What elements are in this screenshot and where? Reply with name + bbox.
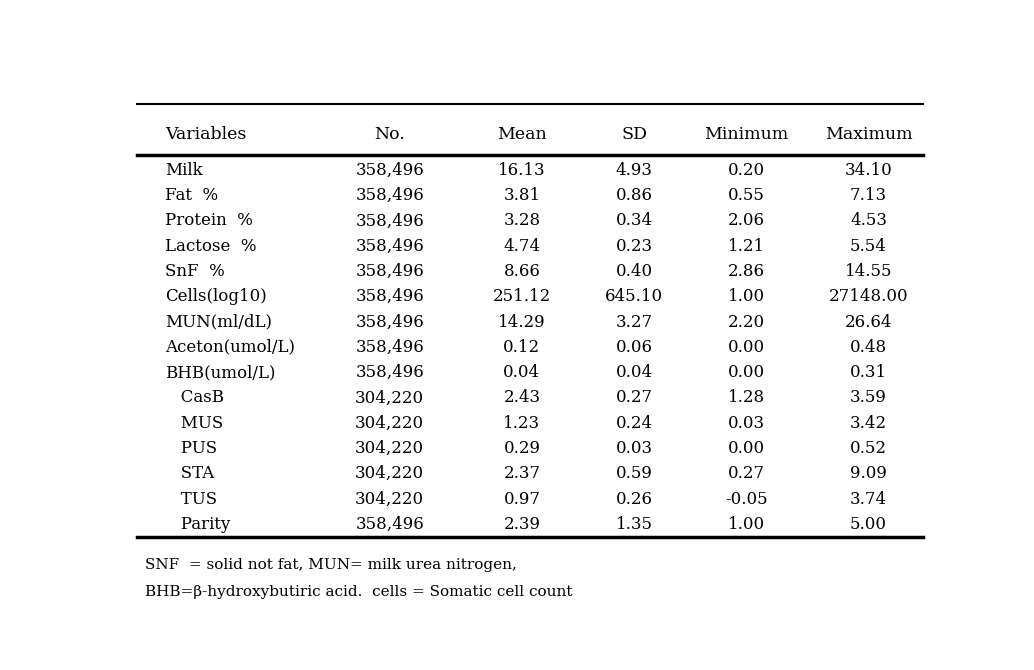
Text: 9.09: 9.09 bbox=[850, 465, 887, 482]
Text: 2.20: 2.20 bbox=[728, 314, 765, 330]
Text: Aceton(umol/L): Aceton(umol/L) bbox=[165, 339, 296, 356]
Text: 14.29: 14.29 bbox=[498, 314, 546, 330]
Text: 0.97: 0.97 bbox=[504, 490, 541, 507]
Text: Lactose  %: Lactose % bbox=[165, 238, 256, 255]
Text: BHB(umol/L): BHB(umol/L) bbox=[165, 364, 276, 381]
Text: 0.31: 0.31 bbox=[850, 364, 887, 381]
Text: 0.06: 0.06 bbox=[615, 339, 652, 356]
Text: 251.12: 251.12 bbox=[493, 288, 551, 306]
Text: 2.37: 2.37 bbox=[504, 465, 541, 482]
Text: Mean: Mean bbox=[497, 126, 547, 143]
Text: 358,496: 358,496 bbox=[356, 187, 424, 204]
Text: 0.27: 0.27 bbox=[728, 465, 765, 482]
Text: 3.42: 3.42 bbox=[850, 415, 887, 431]
Text: 1.00: 1.00 bbox=[728, 516, 765, 533]
Text: SD: SD bbox=[621, 126, 647, 143]
Text: 4.93: 4.93 bbox=[615, 162, 652, 179]
Text: 1.21: 1.21 bbox=[728, 238, 765, 255]
Text: 1.35: 1.35 bbox=[615, 516, 652, 533]
Text: 0.00: 0.00 bbox=[728, 440, 765, 457]
Text: 358,496: 358,496 bbox=[356, 162, 424, 179]
Text: 358,496: 358,496 bbox=[356, 364, 424, 381]
Text: 0.52: 0.52 bbox=[850, 440, 887, 457]
Text: 4.53: 4.53 bbox=[850, 212, 887, 229]
Text: 2.43: 2.43 bbox=[504, 389, 541, 407]
Text: 26.64: 26.64 bbox=[845, 314, 892, 330]
Text: 304,220: 304,220 bbox=[355, 415, 424, 431]
Text: SNF  = solid not fat, MUN= milk urea nitrogen,: SNF = solid not fat, MUN= milk urea nitr… bbox=[145, 558, 517, 572]
Text: MUS: MUS bbox=[165, 415, 223, 431]
Text: 358,496: 358,496 bbox=[356, 314, 424, 330]
Text: 5.00: 5.00 bbox=[850, 516, 887, 533]
Text: 0.04: 0.04 bbox=[615, 364, 652, 381]
Text: 27148.00: 27148.00 bbox=[828, 288, 908, 306]
Text: 8.66: 8.66 bbox=[504, 263, 541, 280]
Text: PUS: PUS bbox=[165, 440, 217, 457]
Text: 0.48: 0.48 bbox=[850, 339, 887, 356]
Text: Maximum: Maximum bbox=[825, 126, 912, 143]
Text: Variables: Variables bbox=[165, 126, 247, 143]
Text: 3.28: 3.28 bbox=[504, 212, 541, 229]
Text: 0.26: 0.26 bbox=[615, 490, 652, 507]
Text: 0.55: 0.55 bbox=[728, 187, 765, 204]
Text: 7.13: 7.13 bbox=[850, 187, 887, 204]
Text: 358,496: 358,496 bbox=[356, 516, 424, 533]
Text: 1.00: 1.00 bbox=[728, 288, 765, 306]
Text: 304,220: 304,220 bbox=[355, 490, 424, 507]
Text: Parity: Parity bbox=[165, 516, 231, 533]
Text: No.: No. bbox=[374, 126, 405, 143]
Text: 3.59: 3.59 bbox=[850, 389, 887, 407]
Text: Fat  %: Fat % bbox=[165, 187, 218, 204]
Text: 3.74: 3.74 bbox=[850, 490, 887, 507]
Text: 2.06: 2.06 bbox=[728, 212, 765, 229]
Text: 0.29: 0.29 bbox=[504, 440, 541, 457]
Text: 1.23: 1.23 bbox=[504, 415, 541, 431]
Text: 304,220: 304,220 bbox=[355, 465, 424, 482]
Text: 3.81: 3.81 bbox=[504, 187, 541, 204]
Text: Protein  %: Protein % bbox=[165, 212, 253, 229]
Text: 358,496: 358,496 bbox=[356, 238, 424, 255]
Text: 16.13: 16.13 bbox=[498, 162, 546, 179]
Text: 5.54: 5.54 bbox=[850, 238, 887, 255]
Text: 358,496: 358,496 bbox=[356, 263, 424, 280]
Text: Milk: Milk bbox=[165, 162, 203, 179]
Text: 0.04: 0.04 bbox=[504, 364, 541, 381]
Text: STA: STA bbox=[165, 465, 215, 482]
Text: 0.00: 0.00 bbox=[728, 339, 765, 356]
Text: 0.27: 0.27 bbox=[615, 389, 652, 407]
Text: BHB=β-hydroxybutiric acid.  cells = Somatic cell count: BHB=β-hydroxybutiric acid. cells = Somat… bbox=[145, 585, 573, 599]
Text: 4.74: 4.74 bbox=[504, 238, 541, 255]
Text: -0.05: -0.05 bbox=[725, 490, 767, 507]
Text: 2.39: 2.39 bbox=[504, 516, 541, 533]
Text: 358,496: 358,496 bbox=[356, 288, 424, 306]
Text: 0.24: 0.24 bbox=[615, 415, 652, 431]
Text: Minimum: Minimum bbox=[704, 126, 788, 143]
Text: 14.55: 14.55 bbox=[845, 263, 892, 280]
Text: 0.86: 0.86 bbox=[615, 187, 652, 204]
Text: 0.23: 0.23 bbox=[615, 238, 652, 255]
Text: 0.59: 0.59 bbox=[615, 465, 652, 482]
Text: 1.28: 1.28 bbox=[728, 389, 765, 407]
Text: 3.27: 3.27 bbox=[615, 314, 652, 330]
Text: 0.40: 0.40 bbox=[615, 263, 652, 280]
Text: 645.10: 645.10 bbox=[605, 288, 663, 306]
Text: 0.03: 0.03 bbox=[728, 415, 765, 431]
Text: 0.00: 0.00 bbox=[728, 364, 765, 381]
Text: 0.34: 0.34 bbox=[615, 212, 652, 229]
Text: 34.10: 34.10 bbox=[845, 162, 892, 179]
Text: 0.03: 0.03 bbox=[615, 440, 652, 457]
Text: Cells(log10): Cells(log10) bbox=[165, 288, 267, 306]
Text: TUS: TUS bbox=[165, 490, 217, 507]
Text: 0.12: 0.12 bbox=[504, 339, 541, 356]
Text: 2.86: 2.86 bbox=[728, 263, 765, 280]
Text: 358,496: 358,496 bbox=[356, 212, 424, 229]
Text: 304,220: 304,220 bbox=[355, 389, 424, 407]
Text: 358,496: 358,496 bbox=[356, 339, 424, 356]
Text: 304,220: 304,220 bbox=[355, 440, 424, 457]
Text: 0.20: 0.20 bbox=[728, 162, 765, 179]
Text: MUN(ml/dL): MUN(ml/dL) bbox=[165, 314, 272, 330]
Text: CasB: CasB bbox=[165, 389, 224, 407]
Text: SnF  %: SnF % bbox=[165, 263, 225, 280]
